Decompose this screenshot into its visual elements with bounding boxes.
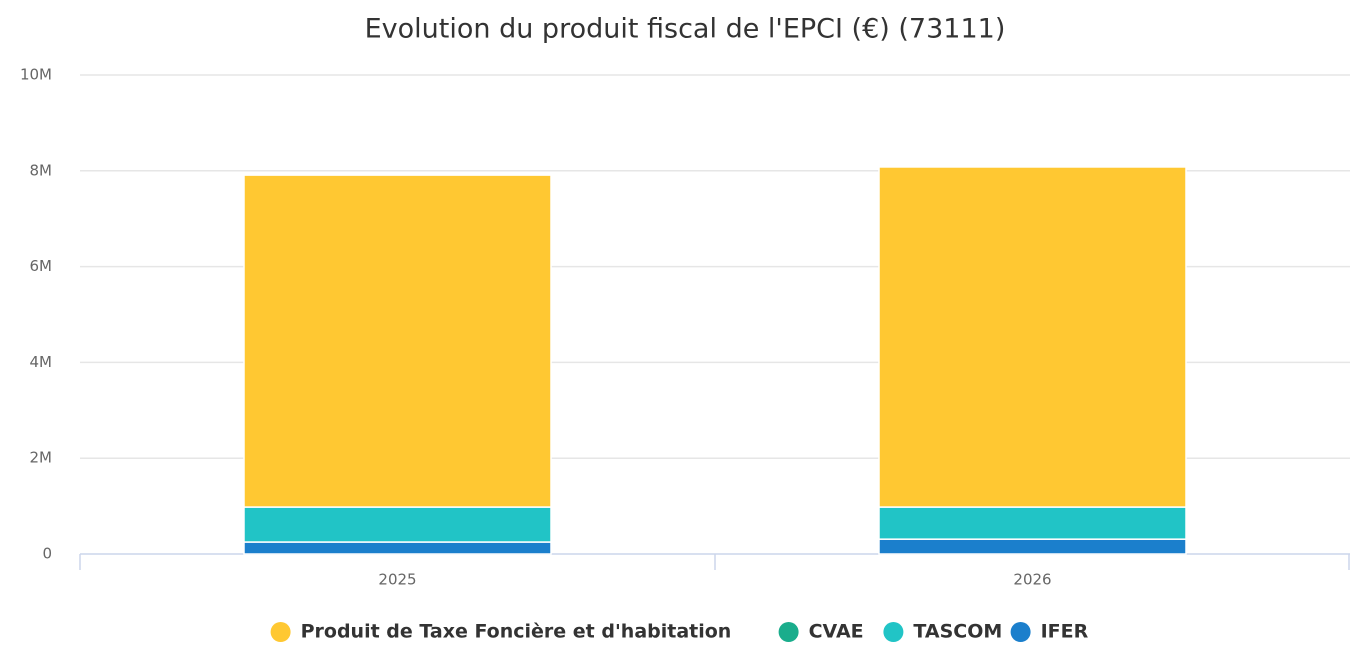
legend-marker [883, 622, 904, 642]
bar-segment [243, 506, 552, 543]
y-tick-label: 0 [42, 545, 52, 563]
bar-segment [878, 538, 1187, 555]
x-tick-label: 2026 [1013, 571, 1051, 589]
y-tick-label: 8M [30, 161, 53, 179]
y-tick-label: 2M [30, 449, 53, 467]
y-tick-label: 10M [20, 66, 52, 84]
legend-marker [1010, 622, 1031, 642]
bar-segment [878, 506, 1187, 540]
legend-marker [270, 622, 291, 642]
y-tick-label: 4M [30, 353, 53, 371]
legend-label: TASCOM [913, 621, 1002, 643]
legend-label: IFER [1041, 621, 1089, 643]
legend-label: Produit de Taxe Foncière et d'habitation [301, 621, 732, 643]
legend-marker [778, 622, 799, 642]
bar-segment [878, 166, 1187, 508]
legend-label: CVAE [809, 621, 864, 643]
y-tick-label: 6M [30, 257, 53, 275]
bar-segment [243, 174, 552, 508]
x-tick-label: 2025 [378, 571, 416, 589]
bar-segment [243, 541, 552, 555]
chart-title: Evolution du produit fiscal de l'EPCI (€… [365, 14, 1006, 45]
